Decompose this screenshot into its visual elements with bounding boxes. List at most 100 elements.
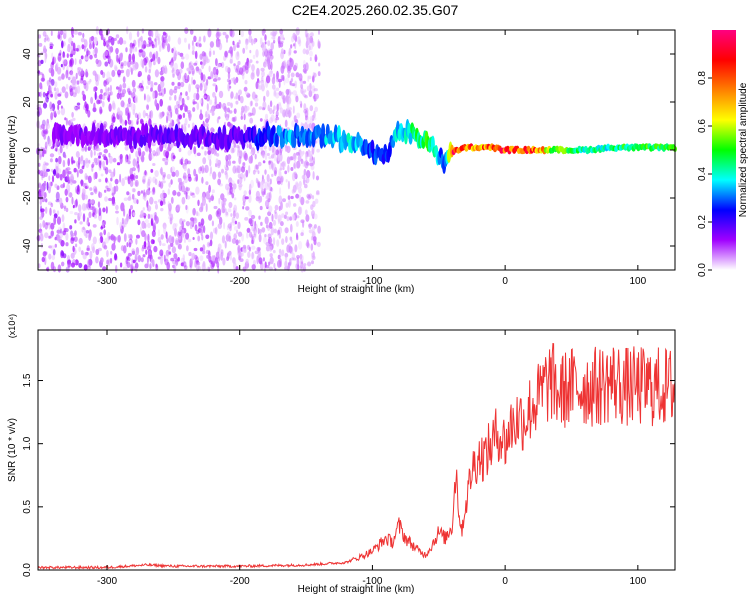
noise-speckle [167, 203, 171, 209]
noise-speckle [176, 191, 181, 197]
noise-speckle [51, 175, 55, 183]
noise-speckle [178, 96, 181, 105]
noise-speckle [208, 214, 213, 221]
noise-speckle [93, 172, 96, 180]
noise-speckle [88, 159, 91, 164]
noise-speckle [307, 123, 310, 128]
noise-speckle [239, 95, 244, 104]
noise-speckle [44, 162, 49, 166]
noise-speckle [215, 84, 218, 93]
noise-speckle [70, 234, 74, 239]
noise-speckle [112, 116, 116, 123]
noise-speckle [126, 242, 129, 248]
noise-speckle [314, 198, 319, 204]
noise-speckle [98, 155, 101, 159]
noise-speckle [233, 233, 237, 240]
noise-speckle [176, 118, 180, 123]
noise-speckle [193, 35, 197, 42]
noise-speckle [89, 78, 92, 83]
noise-speckle [251, 245, 256, 250]
noise-speckle [98, 191, 103, 199]
noise-speckle [128, 90, 132, 96]
noise-speckle [228, 79, 232, 85]
noise-speckle [295, 72, 300, 78]
noise-speckle [113, 168, 116, 177]
noise-speckle [289, 57, 292, 63]
noise-speckle [121, 178, 125, 187]
noise-speckle [195, 66, 200, 72]
noise-speckle [192, 101, 197, 105]
noise-speckle [217, 223, 222, 230]
noise-speckle [125, 68, 130, 78]
noise-speckle [270, 114, 275, 122]
noise-speckle [122, 40, 127, 45]
noise-speckle [296, 160, 301, 169]
noise-speckle [103, 245, 108, 250]
noise-speckle [198, 36, 202, 42]
noise-speckle [232, 183, 237, 190]
noise-speckle [237, 152, 240, 157]
noise-speckle [215, 210, 219, 218]
noise-speckle [105, 177, 108, 183]
noise-speckle [233, 79, 237, 85]
noise-speckle [316, 190, 320, 195]
noise-speckle [174, 107, 179, 115]
noise-speckle [59, 197, 63, 206]
noise-speckle [209, 41, 215, 48]
noise-speckle [50, 93, 53, 98]
noise-speckle [275, 87, 280, 92]
noise-speckle [300, 263, 305, 273]
noise-speckle [149, 111, 152, 119]
noise-speckle [182, 254, 185, 262]
noise-speckle [269, 178, 272, 185]
noise-speckle [315, 192, 320, 196]
noise-speckle [134, 95, 139, 104]
x-tick-label: -200 [230, 576, 250, 587]
noise-speckle [232, 160, 236, 164]
noise-speckle [40, 205, 43, 214]
noise-speckle [171, 119, 175, 127]
noise-speckle [189, 258, 193, 267]
noise-speckle [48, 67, 53, 73]
noise-speckle [142, 51, 146, 56]
noise-speckle [287, 180, 290, 190]
noise-speckle [142, 207, 145, 211]
noise-speckle [313, 224, 317, 229]
noise-speckle [76, 85, 81, 94]
noise-speckle [50, 245, 55, 251]
noise-speckle [313, 213, 318, 220]
noise-speckle [68, 192, 73, 198]
noise-speckle [106, 259, 109, 265]
noise-speckle [39, 199, 42, 206]
noise-speckle [87, 110, 91, 118]
noise-speckle [245, 44, 248, 50]
noise-speckle [47, 139, 52, 147]
noise-speckle [78, 105, 80, 110]
noise-speckle [108, 152, 111, 158]
noise-speckle [189, 220, 193, 226]
noise-speckle [199, 99, 203, 104]
noise-speckle [181, 220, 185, 230]
colorbar-gradient [712, 30, 736, 270]
noise-speckle [66, 53, 69, 58]
snr-x-ticks: -300 -200 -100 0 100 [97, 330, 647, 587]
noise-speckle [286, 156, 291, 165]
noise-speckle [264, 34, 267, 41]
noise-speckle [80, 179, 84, 187]
noise-speckle [269, 117, 273, 124]
noise-speckle [147, 74, 151, 81]
noise-speckle [159, 45, 162, 52]
noise-speckle [251, 64, 255, 72]
noise-speckle [42, 102, 48, 109]
noise-speckle [150, 218, 154, 227]
colorbar-tick-label: 0.0 [697, 263, 708, 277]
noise-speckle [135, 247, 140, 255]
noise-speckle [82, 183, 87, 188]
noise-speckle [280, 48, 284, 55]
colorbar-ticks: 0.00.20.40.60.8 [697, 71, 712, 277]
y-tick-label: 1.0 [22, 436, 33, 450]
noise-speckle [189, 29, 194, 35]
noise-speckle [66, 65, 69, 74]
noise-speckle [277, 229, 281, 235]
noise-speckle [132, 53, 135, 62]
